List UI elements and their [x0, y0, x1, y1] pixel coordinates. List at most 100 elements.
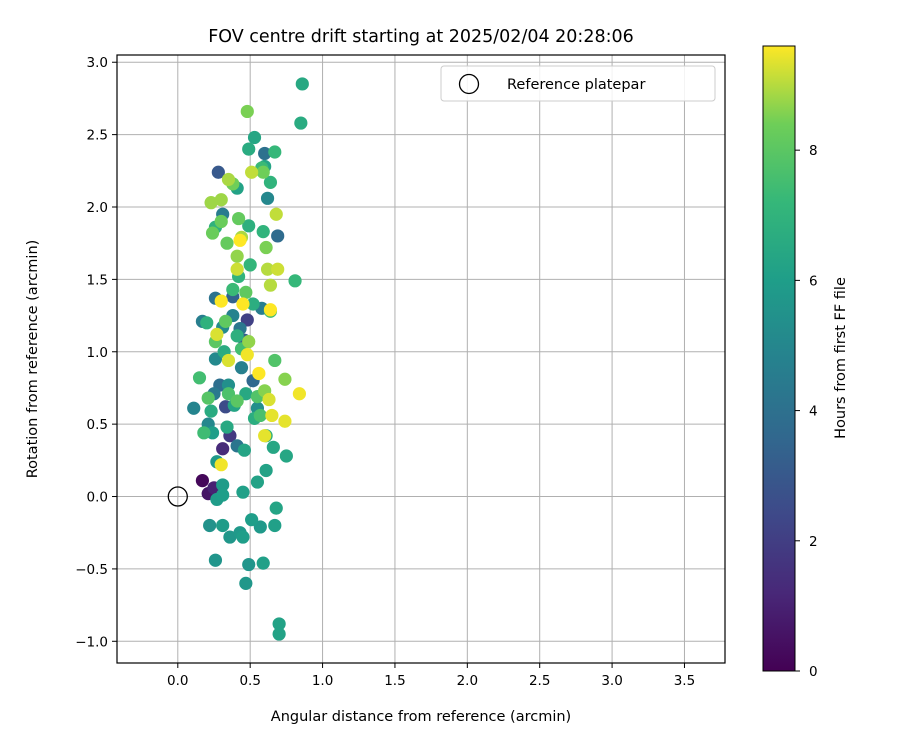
data-point [204, 404, 218, 418]
legend: Reference platepar [440, 65, 716, 102]
data-point [272, 617, 286, 631]
colorbar-tick-label: 2 [809, 534, 818, 550]
data-point [258, 146, 272, 161]
data-point [246, 297, 260, 311]
x-tick-label: 2.5 [529, 673, 550, 689]
data-point [234, 361, 249, 375]
data-point [278, 372, 292, 386]
data-point [294, 116, 308, 130]
x-tick-label: 1.5 [384, 673, 405, 689]
y-tick-label: −0.5 [75, 562, 108, 578]
x-tick-label: 0.0 [167, 673, 188, 689]
data-point [236, 297, 250, 311]
data-point [214, 294, 228, 308]
x-tick-label: 3.5 [674, 673, 695, 689]
data-point [232, 211, 246, 226]
data-point [233, 233, 247, 247]
y-tick-label: 1.5 [87, 272, 108, 288]
legend-label: Reference platepar [507, 77, 645, 93]
data-point [263, 278, 278, 292]
data-point [271, 262, 285, 276]
y-tick-label: 1.0 [87, 345, 108, 361]
data-point [259, 463, 273, 478]
data-point [192, 371, 207, 385]
data-point [252, 366, 266, 381]
colorbar-ticks: 0 2 4 6 8 [795, 143, 818, 680]
data-point [218, 314, 233, 328]
reference-platepar-marker [167, 486, 188, 507]
data-point [214, 458, 228, 472]
data-point [216, 488, 230, 502]
data-point [239, 576, 253, 590]
data-point [216, 478, 230, 492]
data-point [272, 627, 286, 641]
data-point [262, 392, 276, 407]
data-point [265, 408, 279, 423]
data-point [230, 249, 244, 263]
data-point [187, 401, 201, 415]
data-point [237, 443, 251, 457]
data-point [240, 104, 254, 119]
x-tick-label: 1.0 [312, 673, 333, 689]
colorbar-tick-label: 0 [809, 664, 818, 680]
data-point [263, 303, 278, 317]
data-point [242, 557, 256, 572]
data-point [278, 414, 292, 428]
data-point [266, 440, 280, 454]
data-point [269, 207, 283, 221]
data-point [279, 449, 293, 463]
data-point [258, 429, 272, 443]
colorbar-gradient [762, 45, 796, 672]
y-tick-label: 3.0 [87, 55, 108, 71]
data-point [208, 352, 223, 366]
x-tick-label: 3.0 [601, 673, 622, 689]
plot-frame [116, 54, 726, 664]
data-point [268, 518, 282, 533]
data-point [260, 262, 275, 276]
x-tick-label: 2.0 [457, 673, 478, 689]
colorbar: 0 2 4 6 8 Hours from first FF file [762, 45, 849, 680]
data-point [268, 145, 282, 159]
data-point [220, 420, 234, 434]
data-points [167, 77, 309, 641]
data-point [211, 165, 225, 179]
data-point [201, 391, 215, 405]
data-point [221, 172, 236, 187]
data-point [263, 175, 278, 189]
data-point [239, 285, 253, 300]
data-point [221, 387, 236, 401]
data-point [268, 353, 282, 368]
data-point [240, 313, 254, 327]
data-point [260, 191, 275, 205]
y-tick-label: 2.0 [87, 200, 108, 216]
data-point [230, 262, 244, 276]
chart-title: FOV centre drift starting at 2025/02/04 … [208, 27, 634, 47]
data-point [236, 530, 250, 544]
y-tick-label: 0.0 [87, 490, 108, 506]
data-point [210, 327, 224, 341]
data-point [253, 408, 267, 423]
data-point [230, 329, 244, 343]
legend-marker-icon [458, 73, 480, 95]
data-point [214, 214, 228, 229]
data-point [245, 165, 259, 179]
data-point [269, 501, 283, 515]
data-point [295, 77, 309, 91]
data-point [216, 442, 230, 456]
data-point [256, 556, 270, 570]
data-point [239, 387, 253, 401]
data-point [205, 226, 220, 240]
colorbar-tick-label: 4 [809, 404, 818, 420]
data-point [216, 518, 230, 533]
data-point [203, 518, 217, 533]
colorbar-tick-label: 8 [809, 143, 818, 159]
y-axis-label: Rotation from reference (arcmin) [25, 240, 41, 479]
y-tick-label: −1.0 [75, 634, 108, 650]
data-point [204, 196, 218, 210]
data-point [208, 553, 223, 567]
data-point [230, 394, 244, 408]
data-point [288, 274, 302, 288]
data-point [214, 193, 228, 207]
legend-box [440, 65, 716, 102]
